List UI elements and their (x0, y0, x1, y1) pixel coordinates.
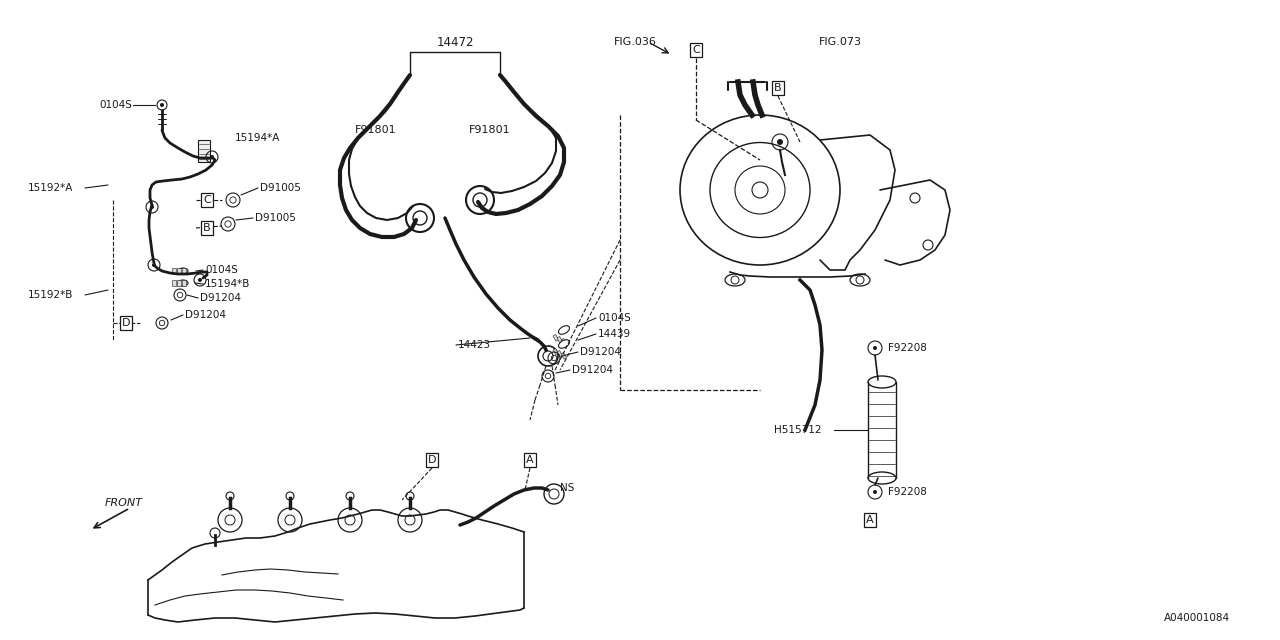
Bar (182, 268, 186, 274)
Circle shape (406, 492, 413, 500)
Circle shape (210, 528, 220, 538)
Bar (177, 268, 180, 274)
Bar (557, 351, 563, 357)
Ellipse shape (868, 376, 896, 388)
Circle shape (285, 492, 294, 500)
Text: D91204: D91204 (200, 293, 241, 303)
Ellipse shape (558, 326, 570, 334)
Text: FRONT: FRONT (105, 498, 143, 508)
Bar (553, 335, 558, 341)
Text: D91204: D91204 (186, 310, 227, 320)
Text: FIG.073: FIG.073 (818, 37, 861, 47)
Bar (172, 280, 177, 286)
Bar (172, 268, 177, 274)
Text: D: D (122, 318, 131, 328)
Text: 0104S: 0104S (99, 100, 132, 110)
Ellipse shape (178, 268, 188, 274)
Text: 15192*A: 15192*A (28, 183, 73, 193)
Circle shape (227, 492, 234, 500)
Bar (198, 140, 210, 162)
Bar (177, 280, 180, 286)
Text: B: B (204, 223, 211, 233)
Text: A040001084: A040001084 (1164, 613, 1230, 623)
Text: D91005: D91005 (260, 183, 301, 193)
Text: F92208: F92208 (888, 343, 927, 353)
Circle shape (406, 204, 434, 232)
Text: D91204: D91204 (580, 347, 621, 357)
Circle shape (160, 103, 164, 107)
Bar (553, 349, 558, 355)
Text: D91204: D91204 (572, 365, 613, 375)
Bar (557, 337, 563, 343)
Text: 14472: 14472 (436, 35, 474, 49)
Circle shape (873, 490, 877, 494)
Text: B: B (774, 83, 782, 93)
Bar (561, 353, 567, 359)
Text: F91801: F91801 (355, 125, 397, 135)
Circle shape (544, 484, 564, 504)
Text: 0104S: 0104S (205, 265, 238, 275)
Text: C: C (204, 195, 211, 205)
Text: 15194*A: 15194*A (236, 133, 280, 143)
Text: 15192*B: 15192*B (28, 290, 73, 300)
Text: D: D (428, 455, 436, 465)
Circle shape (777, 139, 783, 145)
Text: 0104S: 0104S (598, 313, 631, 323)
Circle shape (873, 346, 877, 350)
Text: NS: NS (561, 483, 575, 493)
Text: A: A (867, 515, 874, 525)
Text: 14423: 14423 (458, 340, 492, 350)
Circle shape (198, 278, 202, 282)
Ellipse shape (558, 340, 570, 348)
Circle shape (466, 186, 494, 214)
Text: A: A (526, 455, 534, 465)
Circle shape (346, 492, 355, 500)
Ellipse shape (868, 472, 896, 484)
Ellipse shape (178, 280, 188, 286)
Text: D91005: D91005 (255, 213, 296, 223)
Text: F91801: F91801 (470, 125, 511, 135)
Text: H515712: H515712 (774, 425, 822, 435)
Text: C: C (692, 45, 700, 55)
Bar (561, 339, 567, 345)
Circle shape (538, 346, 558, 366)
Text: 15194*B: 15194*B (205, 279, 251, 289)
Bar (182, 280, 186, 286)
Circle shape (152, 263, 156, 267)
Text: 14439: 14439 (598, 329, 631, 339)
Text: FIG.036: FIG.036 (614, 37, 657, 47)
Text: F92208: F92208 (888, 487, 927, 497)
Circle shape (210, 155, 214, 159)
Circle shape (150, 205, 154, 209)
